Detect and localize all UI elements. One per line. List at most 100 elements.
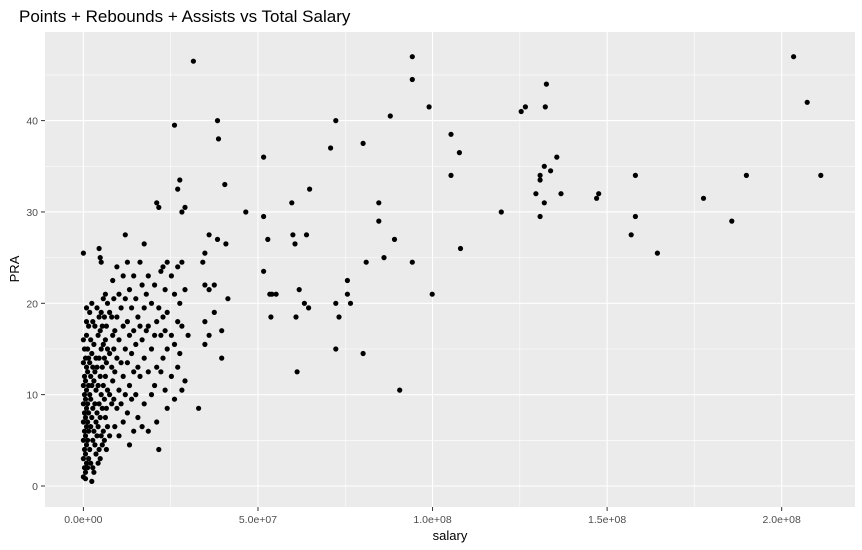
data-point bbox=[594, 195, 600, 201]
data-point bbox=[175, 364, 181, 370]
data-point bbox=[104, 300, 111, 306]
data-point bbox=[294, 369, 300, 375]
data-point bbox=[426, 104, 432, 110]
data-point bbox=[80, 419, 86, 425]
data-point bbox=[83, 405, 90, 411]
data-point bbox=[97, 456, 103, 462]
data-point bbox=[96, 446, 102, 453]
data-point bbox=[97, 328, 103, 334]
data-point bbox=[363, 259, 369, 265]
data-point bbox=[124, 360, 130, 366]
data-point bbox=[175, 264, 181, 270]
data-point bbox=[85, 401, 91, 407]
data-point bbox=[109, 314, 115, 320]
data-point bbox=[171, 396, 178, 402]
data-point bbox=[164, 259, 170, 265]
data-point bbox=[179, 387, 185, 393]
data-point bbox=[537, 213, 543, 220]
data-point bbox=[107, 433, 113, 439]
data-point bbox=[729, 218, 735, 224]
data-point bbox=[83, 424, 90, 430]
data-point bbox=[85, 465, 91, 471]
data-point bbox=[139, 424, 145, 430]
data-point bbox=[162, 387, 168, 393]
data-point bbox=[202, 341, 208, 347]
plot-panel bbox=[45, 32, 855, 507]
data-point bbox=[293, 314, 299, 320]
data-point bbox=[145, 369, 151, 375]
data-point bbox=[397, 387, 403, 393]
data-point bbox=[80, 401, 86, 407]
data-point bbox=[118, 360, 124, 366]
data-point bbox=[265, 236, 271, 242]
data-point bbox=[104, 346, 111, 352]
data-point bbox=[81, 446, 88, 453]
data-point bbox=[122, 346, 128, 352]
data-point bbox=[112, 424, 118, 430]
data-point bbox=[97, 414, 103, 421]
data-point bbox=[80, 437, 86, 443]
data-point bbox=[537, 172, 543, 178]
data-point bbox=[211, 309, 217, 315]
data-point bbox=[164, 346, 170, 352]
data-point bbox=[336, 314, 342, 320]
data-point bbox=[81, 373, 88, 379]
data-point bbox=[154, 200, 160, 206]
data-point bbox=[306, 305, 312, 311]
data-point bbox=[347, 300, 354, 306]
data-point bbox=[96, 245, 102, 252]
data-point bbox=[387, 113, 393, 119]
data-point bbox=[554, 154, 560, 160]
data-point bbox=[307, 186, 313, 192]
data-point bbox=[152, 282, 158, 288]
data-point bbox=[175, 319, 181, 325]
data-point bbox=[114, 405, 120, 411]
data-point bbox=[333, 118, 339, 124]
data-point bbox=[202, 282, 208, 288]
data-point bbox=[92, 323, 98, 329]
data-point bbox=[92, 401, 98, 407]
chart-title: Points + Rebounds + Assists vs Total Sal… bbox=[19, 7, 351, 26]
data-point bbox=[98, 346, 104, 352]
data-point bbox=[110, 332, 116, 338]
data-point bbox=[360, 140, 366, 146]
data-point bbox=[360, 350, 366, 357]
data-point bbox=[135, 414, 141, 421]
data-point bbox=[89, 382, 95, 389]
data-point bbox=[206, 332, 212, 338]
data-point bbox=[164, 405, 170, 411]
data-point bbox=[156, 305, 162, 311]
data-point bbox=[110, 378, 116, 384]
data-point bbox=[391, 236, 398, 242]
data-point bbox=[120, 419, 126, 425]
data-point bbox=[152, 382, 158, 389]
data-point bbox=[83, 387, 90, 393]
data-point bbox=[110, 277, 116, 284]
data-point bbox=[101, 314, 107, 320]
data-point bbox=[82, 396, 89, 402]
data-point bbox=[98, 259, 104, 265]
data-point bbox=[116, 291, 122, 297]
data-point bbox=[654, 250, 661, 256]
data-point bbox=[85, 419, 91, 425]
data-point bbox=[131, 328, 137, 334]
data-point bbox=[522, 104, 529, 110]
data-point bbox=[114, 264, 120, 270]
data-point bbox=[344, 277, 350, 284]
data-point bbox=[107, 309, 113, 315]
data-point bbox=[154, 364, 160, 370]
data-point bbox=[211, 282, 217, 288]
data-point bbox=[83, 319, 90, 325]
data-point bbox=[102, 337, 108, 343]
data-point bbox=[88, 396, 94, 402]
data-point bbox=[143, 328, 149, 334]
data-point bbox=[269, 291, 275, 297]
data-point bbox=[112, 328, 118, 334]
data-point bbox=[190, 58, 196, 64]
data-point bbox=[95, 382, 101, 389]
data-point bbox=[80, 360, 86, 366]
data-point bbox=[222, 181, 228, 188]
data-point bbox=[111, 346, 117, 352]
data-point bbox=[83, 364, 90, 370]
